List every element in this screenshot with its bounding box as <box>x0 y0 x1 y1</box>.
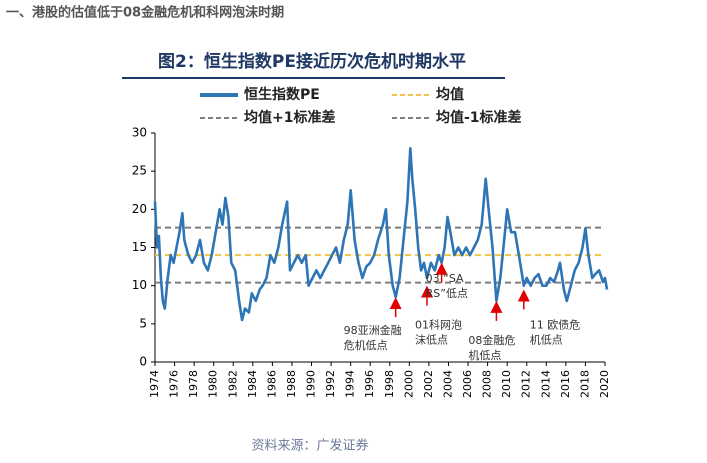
legend-label: 恒生指数PE <box>244 86 320 103</box>
x-tick-label: 2016 <box>559 370 572 398</box>
annotation-text: 机低点 <box>468 348 501 362</box>
x-tick-label: 1980 <box>207 370 220 398</box>
heading: 一、港股的估值低于08金融危机和科网泡沫时期 <box>6 5 284 21</box>
x-tick-label: 1976 <box>168 370 181 398</box>
x-tick-label: 1994 <box>344 370 357 398</box>
legend-label: 均值+1标准差 <box>244 109 335 126</box>
y-tick-label: 20 <box>132 202 147 216</box>
annotation-text: 98亚洲金融 <box>344 323 402 337</box>
annotation-text: 08金融危 <box>468 333 515 347</box>
x-tick-label: 2012 <box>520 370 533 398</box>
x-tick-label: 1990 <box>305 370 318 398</box>
y-tick-label: 10 <box>132 278 147 292</box>
y-tick-label: 15 <box>132 240 147 254</box>
legend-label: 均值-1标准差 <box>436 109 522 126</box>
x-tick-label: 1978 <box>187 370 200 398</box>
x-tick-label: 1984 <box>246 370 259 398</box>
x-tick-label: 2008 <box>481 370 494 398</box>
x-tick-label: 2020 <box>598 370 611 398</box>
annotation-text: 机低点 <box>530 332 563 346</box>
legend-label: 均值 <box>436 86 464 103</box>
annotation-text: 沫低点 <box>415 334 448 347</box>
x-tick-label: 1992 <box>324 370 337 398</box>
x-tick-label: 2000 <box>402 370 415 398</box>
y-tick-label: 5 <box>139 316 147 330</box>
x-tick-label: 1986 <box>265 370 278 398</box>
x-tick-label: 1982 <box>226 370 239 398</box>
x-tick-label: 2018 <box>578 370 591 398</box>
x-tick-label: 2010 <box>500 370 513 398</box>
x-tick-label: 2014 <box>539 370 552 398</box>
source: 资料来源：广发证券 <box>251 438 368 454</box>
x-tick-label: 1996 <box>363 370 376 398</box>
annotation-text: 11 欧债危 <box>530 317 581 331</box>
y-tick-label: 25 <box>132 164 147 178</box>
annotation-text: 危机低点 <box>344 338 388 352</box>
x-tick-label: 1988 <box>285 370 298 398</box>
y-tick-label: 0 <box>139 355 147 369</box>
x-tick-label: 2006 <box>461 370 474 398</box>
series-line <box>153 147 609 322</box>
x-tick-label: 2002 <box>422 370 435 398</box>
y-tick-label: 30 <box>132 126 147 140</box>
annotation-text: RS”低点 <box>426 287 468 300</box>
x-tick-label: 1998 <box>383 370 396 398</box>
annotation-text: 03 “SA <box>426 272 464 285</box>
chart-title: 图2：恒生指数PE接近历次危机时期水平 <box>158 51 466 72</box>
x-tick-label: 1974 <box>148 370 161 398</box>
annotation-text: 01科网泡 <box>415 318 462 332</box>
x-tick-label: 2004 <box>441 370 454 398</box>
